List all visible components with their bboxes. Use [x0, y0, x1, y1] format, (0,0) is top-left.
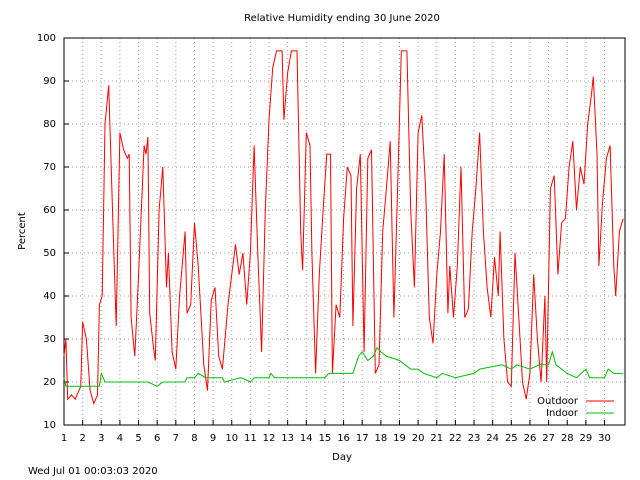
x-tick-label: 23	[468, 433, 481, 444]
y-tick-label: 40	[43, 291, 56, 302]
y-tick-label: 10	[43, 420, 56, 431]
x-tick-label: 1	[61, 433, 67, 444]
x-tick-label: 17	[356, 433, 369, 444]
x-tick-label: 15	[319, 433, 332, 444]
x-tick-label: 30	[598, 433, 611, 444]
y-tick-label: 50	[43, 248, 56, 259]
x-tick-label: 16	[337, 433, 350, 444]
y-tick-label: 30	[43, 334, 56, 345]
series-line	[63, 50, 624, 405]
x-tick-label: 2	[79, 433, 85, 444]
x-tick-label: 9	[210, 433, 216, 444]
x-tick-label: 22	[449, 433, 462, 444]
x-tick-label: 8	[191, 433, 197, 444]
x-axis-label: Day	[332, 452, 352, 463]
x-tick-label: 29	[579, 433, 592, 444]
y-tick-label: 20	[43, 377, 56, 388]
x-tick-label: 13	[281, 433, 294, 444]
chart-title: Relative Humidity ending 30 June 2020	[244, 13, 440, 24]
x-tick-label: 5	[135, 433, 141, 444]
plot-frame	[63, 37, 626, 426]
x-tick-label: 24	[486, 433, 499, 444]
y-tick-label: 70	[43, 162, 56, 173]
x-tick-label: 6	[154, 433, 160, 444]
x-tick-label: 20	[412, 433, 425, 444]
x-tick-label: 25	[505, 433, 518, 444]
x-tick-label: 14	[300, 433, 313, 444]
x-tick-label: 3	[98, 433, 104, 444]
series-line	[63, 346, 624, 387]
y-tick-label: 80	[43, 119, 56, 130]
x-tick-label: 10	[225, 433, 238, 444]
x-tick-label: 28	[561, 433, 574, 444]
x-tick-label: 4	[117, 433, 123, 444]
x-tick-label: 12	[263, 433, 276, 444]
y-axis-label: Percent	[17, 212, 28, 250]
x-tick-label: 19	[393, 433, 406, 444]
legend-label: Outdoor	[537, 396, 579, 407]
legend-label: Indoor	[546, 408, 579, 419]
footer: Wed Jul 01 00:03:03 2020	[28, 466, 158, 477]
y-tick-label: 100	[37, 33, 56, 44]
x-tick-label: 21	[430, 433, 443, 444]
y-tick-label: 90	[43, 76, 56, 87]
x-tick-label: 11	[244, 433, 257, 444]
x-tick-label: 27	[542, 433, 555, 444]
x-tick-label: 26	[524, 433, 537, 444]
x-tick-label: 18	[374, 433, 387, 444]
x-tick-label: 7	[173, 433, 179, 444]
y-tick-label: 60	[43, 205, 56, 216]
